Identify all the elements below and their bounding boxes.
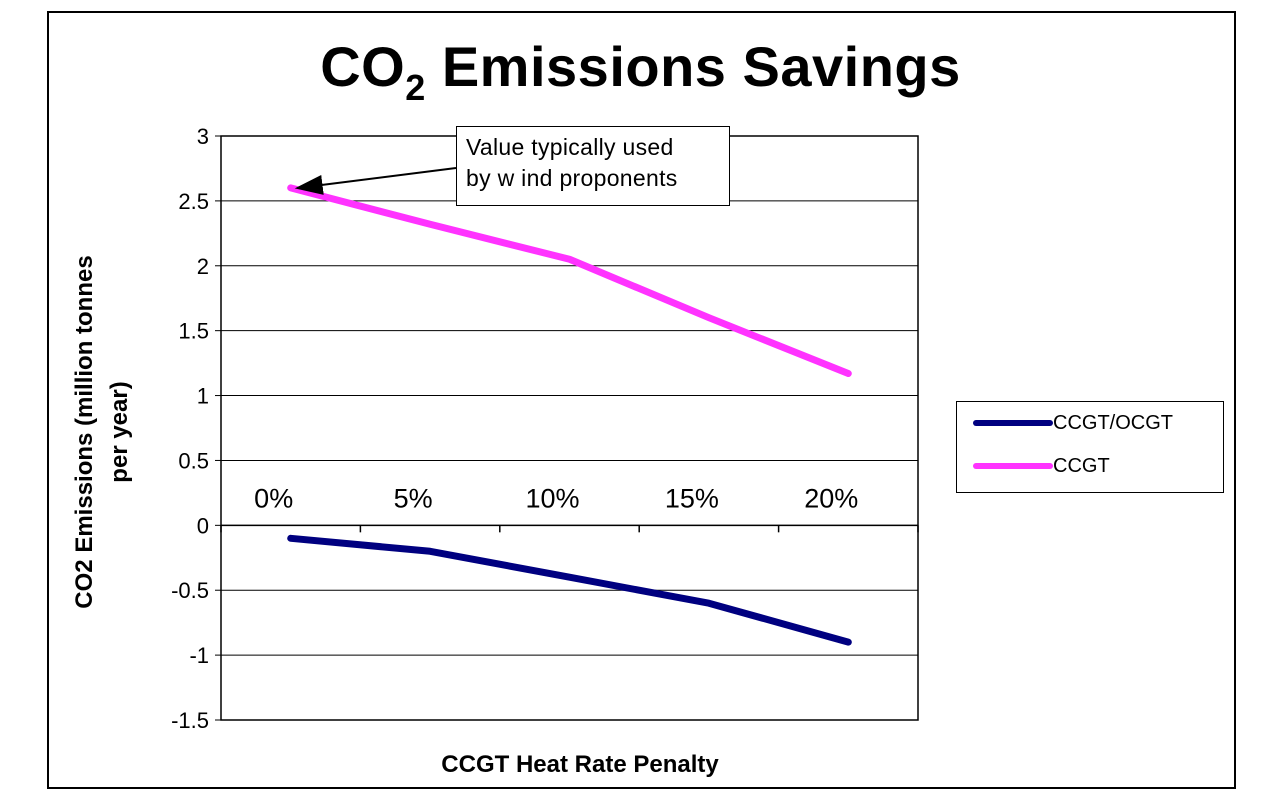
y-tick-label: 2.5 (178, 189, 209, 214)
title-subscript: 2 (405, 67, 426, 108)
legend-label-ccgt: CCGT (1053, 454, 1110, 477)
y-axis-title: CO2 Emissions (million tonnes per year) (71, 255, 133, 608)
plot-area (220, 135, 919, 721)
x-axis-title: CCGT Heat Rate Penalty (441, 751, 719, 778)
x-tick-label: 5% (394, 483, 433, 513)
y-tick-label: 1 (197, 384, 209, 409)
legend-swatch-ccgt-ocgt (973, 420, 1053, 426)
y-tick-label: -0.5 (171, 578, 209, 603)
x-tick-label: 20% (804, 483, 858, 513)
legend-swatch-ccgt (973, 463, 1053, 469)
x-tick-label: 10% (525, 483, 579, 513)
annotation-arrow (294, 167, 457, 195)
legend-label-ccgt-ocgt: CCGT/OCGT (1053, 411, 1173, 434)
y-tick-label: 3 (197, 124, 209, 149)
y-tick-label: -1 (189, 643, 209, 668)
y-tick-label: -1.5 (171, 708, 209, 733)
legend-item-ccgt: CCGT (973, 454, 1110, 478)
y-tick-label: 0 (197, 513, 209, 538)
chart-title: CO2 Emissions Savings (320, 35, 961, 108)
y-tick-label: 0.5 (178, 448, 209, 473)
chart-annotation: Value typically used by w ind proponents (456, 126, 730, 206)
y-tick-label: 1.5 (178, 319, 209, 344)
y-tick-label: 2 (197, 254, 209, 279)
chart-legend: CCGT/OCGT CCGT (956, 401, 1224, 493)
x-tick-label: 15% (665, 483, 719, 513)
legend-item-ccgt-ocgt: CCGT/OCGT (973, 411, 1173, 435)
x-tick-label: 0% (254, 483, 293, 513)
